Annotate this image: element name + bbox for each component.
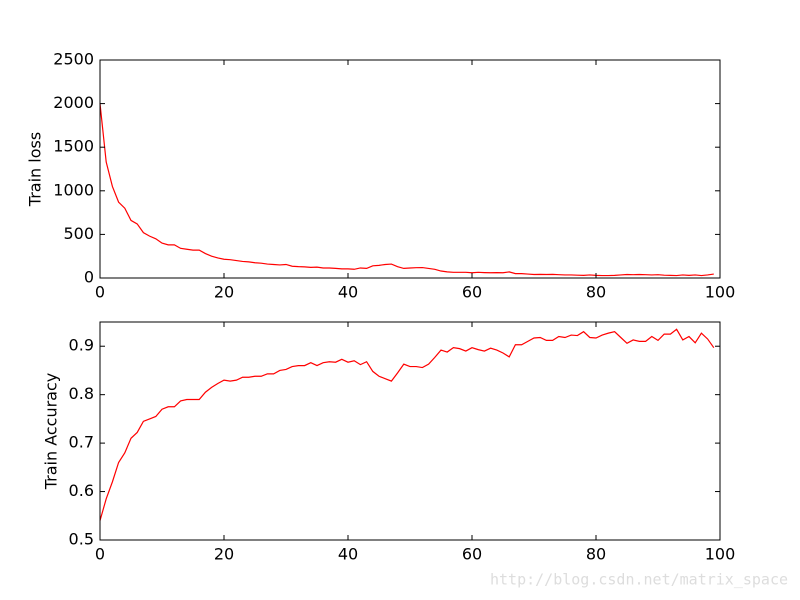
y-axis-label: Train loss	[26, 132, 45, 207]
y-tick-label: 0	[84, 268, 94, 287]
y-tick-label: 2000	[53, 93, 94, 112]
x-tick-label: 40	[338, 283, 358, 302]
y-axis-label: Train Accuracy	[42, 373, 61, 491]
y-tick-label: 0.9	[69, 336, 94, 355]
y-tick-label: 1000	[53, 180, 94, 199]
x-tick-label: 80	[586, 283, 606, 302]
y-tick-label: 0.8	[69, 384, 94, 403]
x-tick-label: 20	[214, 283, 234, 302]
y-tick-label: 2500	[53, 50, 94, 69]
x-tick-label: 100	[705, 283, 736, 302]
x-tick-label: 20	[214, 545, 234, 564]
x-tick-label: 40	[338, 545, 358, 564]
x-tick-label: 0	[95, 283, 105, 302]
y-tick-label: 0.5	[69, 530, 94, 549]
x-tick-label: 80	[586, 545, 606, 564]
data-line	[99, 328, 715, 521]
x-tick-label: 60	[462, 545, 482, 564]
y-tick-label: 0.7	[69, 433, 94, 452]
x-tick-label: 60	[462, 283, 482, 302]
x-tick-label: 100	[705, 545, 736, 564]
x-tick-label: 0	[95, 545, 105, 564]
plot-frame	[99, 321, 721, 541]
y-tick-label: 0.6	[69, 481, 94, 500]
y-tick-label: 500	[63, 224, 94, 243]
plot-frame	[99, 59, 721, 279]
y-tick-label: 1500	[53, 137, 94, 156]
data-line	[99, 103, 714, 277]
watermark: http://blog.csdn.net/matrix_space	[490, 571, 788, 589]
